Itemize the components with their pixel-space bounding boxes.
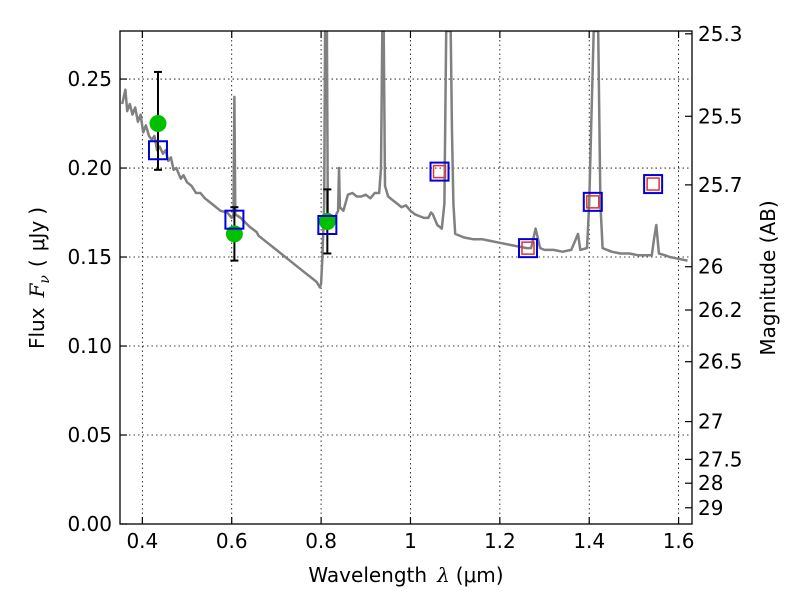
inner-photometry-square: [432, 164, 447, 179]
observed-point: [149, 115, 167, 133]
model-photometry-square: [224, 209, 245, 230]
y2-tick-label: 27: [698, 410, 723, 434]
x-axis-title: Wavelength λ (μm): [308, 563, 503, 587]
y-tick-label: 0.10: [67, 334, 112, 358]
grid-lines: [120, 31, 692, 524]
observed-point: [225, 225, 243, 243]
y2-tick-label: 26.2: [698, 298, 743, 322]
markers: [147, 70, 664, 262]
y-tick-label: 0.20: [67, 156, 112, 180]
y2-tick-label: 27.5: [698, 447, 743, 471]
y-tick-label: 0.25: [67, 67, 112, 91]
model-photometry-square: [147, 140, 168, 161]
x-tick-label: 0.6: [216, 529, 248, 553]
model-photometry-square: [317, 214, 338, 235]
y2-tick-label: 25.3: [698, 22, 743, 46]
y2-tick-label: 25.7: [698, 173, 743, 197]
y2-tick-label: 26.5: [698, 350, 743, 374]
model-photometry-square: [429, 161, 450, 182]
y2-tick-label: 28: [698, 471, 723, 495]
plot-frame: [119, 30, 693, 525]
x-tick-label: 0.8: [305, 529, 337, 553]
model-photometry-square: [643, 174, 664, 195]
y2-axis-title: Magnitude (AB): [756, 200, 780, 355]
inner-photometry-square: [586, 195, 600, 209]
model-spectrum-line: [120, 31, 688, 289]
model-photometry-square: [582, 191, 603, 212]
inner-photometry-square: [646, 177, 660, 191]
y-tick-label: 0.05: [67, 423, 112, 447]
axis-ticks: 0.4 0.6 0.8 1 1.2 1.4 1.6 0.00 0.05 0.10 0.15 0.20 0…: [67, 22, 742, 553]
model-photometry-square: [517, 238, 538, 259]
y-tick-label: 0.00: [67, 512, 112, 536]
y-tick-label: 0.15: [67, 245, 112, 269]
inner-photometry-square: [521, 241, 535, 255]
x-tick-label: 0.4: [126, 529, 158, 553]
plot-area: [120, 31, 688, 289]
x-tick-label: 1.6: [663, 529, 695, 553]
x-tick-label: 1: [404, 529, 417, 553]
y2-tick-label: 26: [698, 255, 723, 279]
x-tick-label: 1.4: [573, 529, 605, 553]
y2-tick-label: 29: [698, 496, 723, 520]
y2-tick-label: 25.5: [698, 104, 743, 128]
x-tick-label: 1.2: [484, 529, 516, 553]
y-axis-title: FluxFν(μJy): [25, 207, 53, 349]
